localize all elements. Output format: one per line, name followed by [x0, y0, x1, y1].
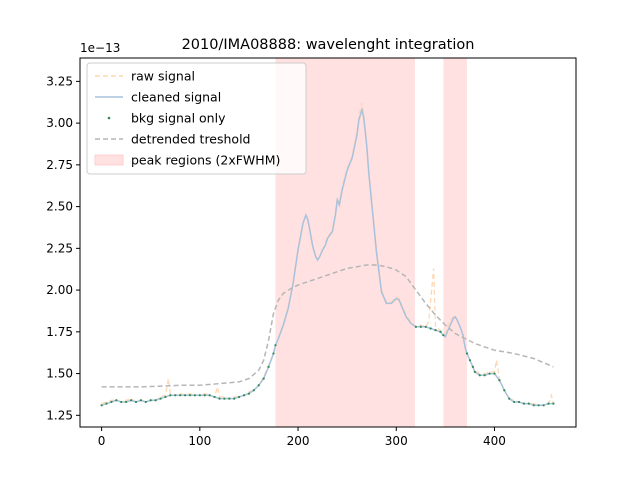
- y-tick-label: 2.00: [46, 283, 73, 297]
- data-point: [483, 374, 486, 377]
- y-offset-label: 1e−13: [80, 41, 120, 55]
- data-point: [488, 372, 491, 375]
- data-point: [424, 325, 427, 328]
- data-point: [503, 389, 506, 392]
- data-point: [134, 400, 138, 404]
- peak-region-2: [443, 58, 467, 427]
- data-point: [478, 374, 481, 377]
- legend: raw signal cleaned signal bkg signal only d…: [86, 62, 307, 175]
- data-point: [517, 400, 521, 404]
- data-point: [203, 394, 206, 397]
- series-line-cleaned-signal: [101, 106, 554, 407]
- x-tick-label: 200: [287, 434, 310, 448]
- data-point: [473, 370, 476, 374]
- legend-label-detrended-treshold: detrended treshold: [131, 132, 250, 147]
- data-point: [179, 394, 182, 397]
- data-point: [429, 327, 432, 330]
- y-tick-label: 1.75: [46, 325, 73, 339]
- data-point: [547, 402, 550, 405]
- axis-ticks-layer: 0 100 200 300 400 1.25 1.50 1.75 2.00 2.25 2.50 2.7…: [46, 74, 506, 448]
- data-point: [414, 325, 418, 328]
- data-point: [105, 402, 108, 405]
- data-point: [129, 399, 133, 402]
- data-point: [468, 359, 472, 362]
- y-tick-label: 3.25: [46, 74, 73, 88]
- legend-swatch-peak-regions-2xfwhm: [94, 154, 124, 166]
- data-point: [174, 394, 177, 397]
- legend-box: [86, 62, 307, 175]
- data-point: [213, 395, 216, 399]
- data-point: [274, 344, 277, 347]
- data-point: [532, 404, 535, 407]
- data-point: [110, 400, 113, 404]
- legend-label-peak-regions-2xfwhm: peak regions (2xFWHM): [131, 153, 280, 168]
- data-point: [508, 397, 511, 400]
- x-tick-label: 0: [98, 434, 106, 448]
- data-point: [218, 397, 221, 400]
- x-tick-label: 300: [385, 434, 408, 448]
- series-layer: [100, 102, 555, 407]
- y-tick-label: 2.75: [46, 158, 73, 172]
- data-point: [419, 325, 422, 328]
- data-point: [471, 365, 474, 368]
- data-point: [522, 402, 526, 405]
- data-point: [120, 400, 123, 404]
- data-point: [228, 397, 231, 400]
- y-tick-label: 2.50: [46, 200, 73, 214]
- data-point: [434, 329, 437, 332]
- data-point: [149, 399, 152, 402]
- data-point: [238, 395, 241, 399]
- legend-label-bkg-signal-only: bkg signal only: [131, 111, 226, 126]
- data-point: [247, 392, 251, 395]
- data-point: [193, 394, 197, 397]
- x-tick-label: 400: [483, 434, 506, 448]
- data-point: [442, 334, 445, 337]
- x-tick-label: 100: [188, 434, 211, 448]
- legend-swatch-bkg-signal-only: [107, 116, 111, 120]
- data-point: [272, 352, 275, 355]
- data-point: [493, 372, 496, 375]
- y-tick-label: 3.00: [46, 116, 73, 130]
- legend-label-raw-signal: raw signal: [131, 69, 195, 84]
- data-point: [552, 402, 555, 405]
- plot-frame: [79, 57, 577, 428]
- legend-label-cleaned-signal: cleaned signal: [131, 90, 221, 105]
- data-point: [267, 365, 270, 368]
- y-tick-label: 1.50: [46, 367, 73, 381]
- chart-title: 2010/IMA08888: wavelenght integration: [182, 37, 475, 53]
- data-point: [154, 399, 157, 402]
- y-tick-label: 1.25: [46, 408, 73, 422]
- data-point: [233, 397, 236, 400]
- data-point: [498, 379, 501, 382]
- data-point: [252, 389, 255, 392]
- data-point: [465, 352, 469, 355]
- data-point: [439, 330, 442, 333]
- data-point: [542, 404, 545, 407]
- data-point: [164, 395, 167, 399]
- data-point: [527, 402, 530, 405]
- data-point: [242, 394, 246, 397]
- data-point: [125, 400, 128, 404]
- data-point: [223, 397, 226, 400]
- series-bkg-signal-only: [100, 325, 555, 407]
- data-point: [144, 400, 147, 404]
- data-point: [513, 400, 516, 404]
- data-point: [159, 397, 162, 400]
- data-point: [183, 394, 187, 397]
- data-point: [100, 404, 103, 407]
- data-point: [198, 394, 201, 397]
- data-point: [262, 377, 265, 380]
- data-point: [115, 399, 118, 402]
- data-point: [257, 384, 260, 387]
- data-point: [537, 404, 540, 407]
- data-point: [208, 394, 211, 397]
- data-point: [169, 394, 172, 397]
- data-point: [188, 394, 192, 397]
- y-tick-label: 2.25: [46, 241, 73, 255]
- data-point: [139, 399, 142, 402]
